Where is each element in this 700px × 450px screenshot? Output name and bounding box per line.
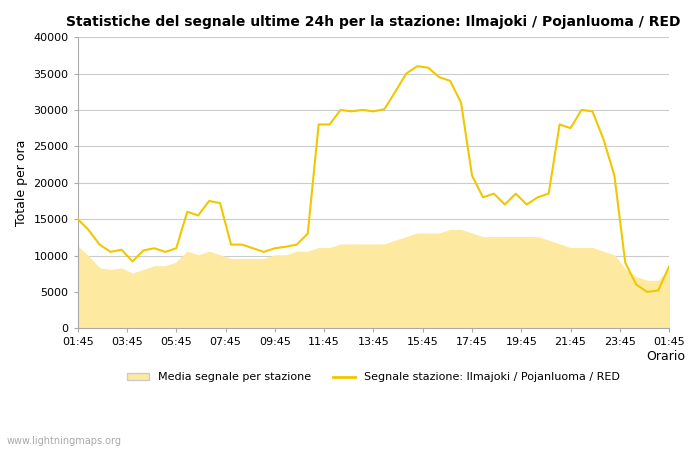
Legend: Media segnale per stazione, Segnale stazione: Ilmajoki / Pojanluoma / RED: Media segnale per stazione, Segnale staz… — [122, 368, 624, 387]
Text: www.lightningmaps.org: www.lightningmaps.org — [7, 436, 122, 446]
X-axis label: Orario: Orario — [647, 350, 686, 363]
Y-axis label: Totale per ora: Totale per ora — [15, 140, 28, 226]
Title: Statistiche del segnale ultime 24h per la stazione: Ilmajoki / Pojanluoma / RED: Statistiche del segnale ultime 24h per l… — [66, 15, 680, 29]
